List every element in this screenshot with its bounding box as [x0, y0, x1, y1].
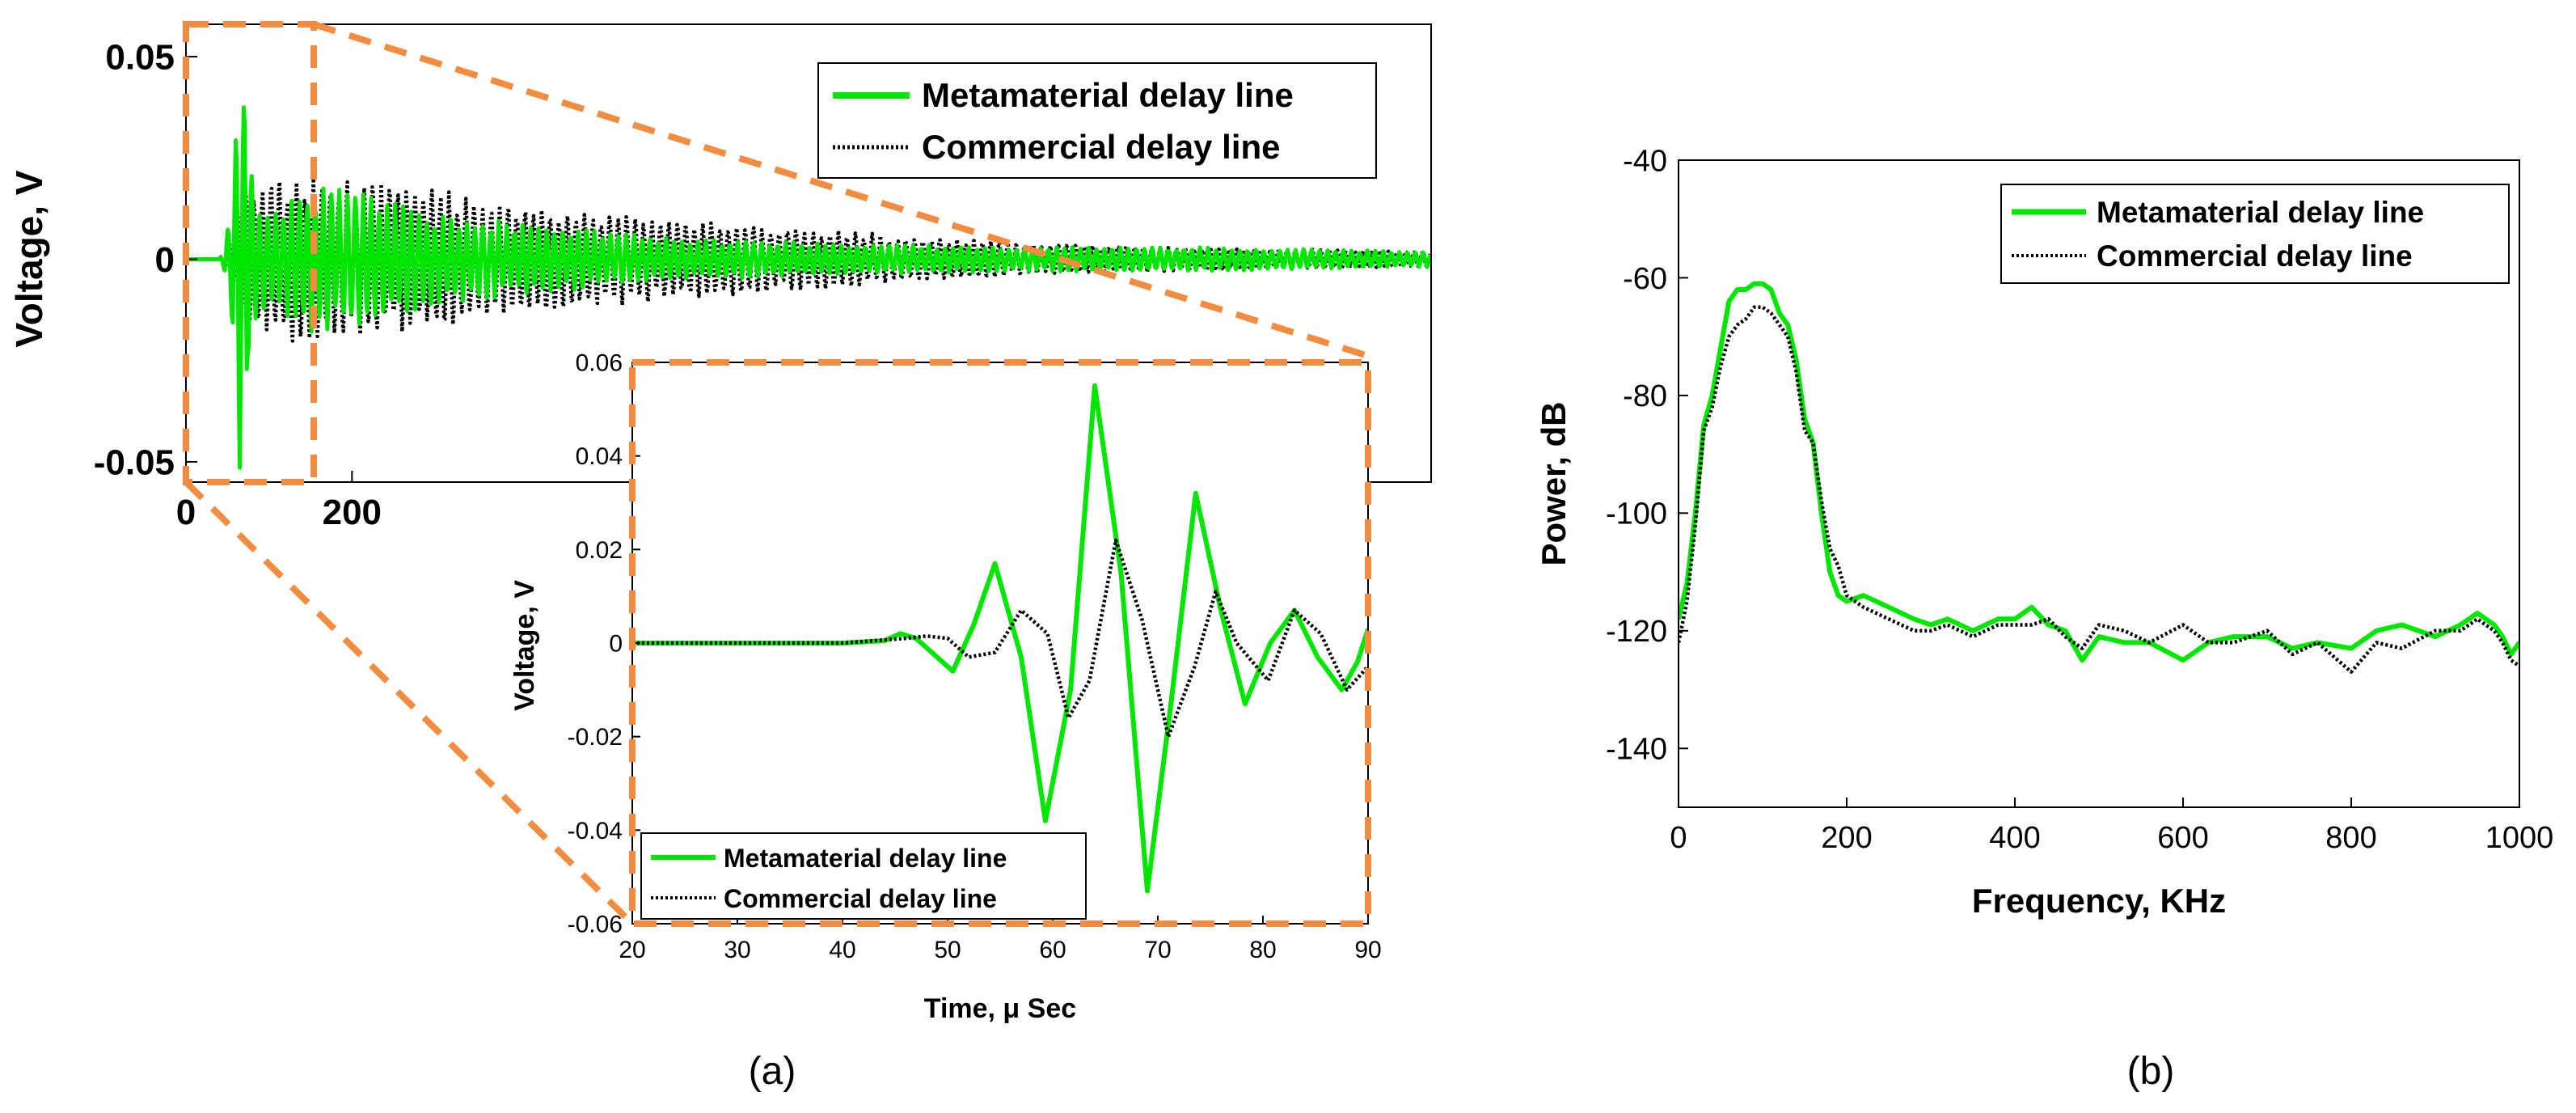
zoom-target-box [629, 359, 1371, 927]
series-commercial-line [632, 538, 1368, 738]
y-tick-label: 0.06 [576, 350, 623, 377]
zoom-indicator [183, 21, 1370, 926]
chart-a-inset-legend: Metamaterial delay line Commercial delay… [640, 832, 1087, 920]
panel-label-b: (b) [2127, 1050, 2175, 1093]
x-tick-label: 40 [829, 937, 855, 963]
x-tick-label: 400 [1989, 821, 2040, 855]
chart-a-inset-ylabel: Voltage, V [509, 580, 540, 711]
x-tick-label: 60 [1039, 937, 1066, 963]
y-tick-label: 0.05 [105, 37, 175, 77]
chart-b-legend: Metamaterial delay line Commercial delay… [2000, 184, 2510, 284]
x-tick-label: 200 [1821, 821, 1872, 855]
y-tick-label: -140 [1606, 733, 1667, 767]
y-tick-label: -80 [1623, 379, 1667, 413]
chart-a-inset: 20 30 40 50 60 70 80 90 -0.06 -0.04 -0.02 0 0.02 0.04… [509, 350, 1382, 1025]
y-tick-label: 0.04 [576, 443, 623, 470]
y-tick-label: 0 [609, 631, 623, 658]
y-tick-label: 0 [155, 240, 175, 280]
y-tick-label: -60 [1623, 262, 1667, 296]
y-tick-label: -0.02 [568, 724, 623, 751]
series-commercial-line [186, 176, 1431, 343]
chart-a-main-legend-comm-label: Commercial delay line [922, 128, 1281, 166]
chart-a-inset-legend-box [640, 832, 1087, 920]
y-tick-label: 0.02 [576, 537, 623, 564]
chart-b-ylabel: Power, dB [1535, 401, 1573, 565]
chart-b-legend-box [2000, 184, 2510, 284]
chart-a-main-ylabel: Voltage, V [8, 170, 50, 347]
x-tick-label: 200 [323, 493, 382, 532]
chart-b-legend-meta-label: Metamaterial delay line [2097, 196, 2424, 229]
x-tick-label: 70 [1144, 937, 1171, 963]
chart-a-main-legend-meta-label: Metamaterial delay line [922, 76, 1294, 114]
y-tick-label: -120 [1606, 615, 1667, 649]
x-tick-label: 0 [1670, 821, 1687, 855]
y-tick-label: -40 [1623, 144, 1667, 178]
chart-a-inset-legend-meta-label: Metamaterial delay line [724, 844, 1007, 873]
y-tick-label: -100 [1606, 497, 1667, 531]
chart-b-axes-box [1678, 159, 2520, 808]
x-tick-label: 600 [2157, 821, 2208, 855]
chart-a-main-legend-box [817, 62, 1377, 179]
x-tick-label: 1000 [2485, 821, 2554, 855]
x-tick-label: 800 [2325, 821, 2376, 855]
series-commercial-line [1679, 305, 2519, 674]
x-tick-label: 80 [1249, 937, 1276, 963]
zoom-source-box [183, 21, 317, 485]
chart-b: 0 200 400 600 800 1000 -140 -120 -100 -80 -60 -40 P… [1535, 144, 2553, 920]
chart-b-legend-comm-label: Commercial delay line [2097, 239, 2413, 273]
x-tick-label: 90 [1354, 937, 1381, 963]
y-tick-label: -0.05 [94, 442, 175, 482]
zoom-line-bottom [184, 480, 635, 926]
chart-a-inset-xlabel: Time, μ Sec [924, 993, 1076, 1024]
chart-b-xlabel: Frequency, KHz [1972, 882, 2226, 920]
x-tick-label: 0 [176, 493, 196, 532]
y-tick-label: -0.04 [568, 818, 623, 844]
x-tick-label: 50 [934, 937, 961, 963]
x-tick-label: 30 [724, 937, 750, 963]
y-tick-label: -0.06 [568, 912, 623, 938]
series-metamaterial-line [186, 105, 1431, 470]
chart-a-main-legend: Metamaterial delay line Commercial delay… [817, 62, 1377, 179]
panel-label-a: (a) [749, 1050, 796, 1093]
series-metamaterial-line [1679, 281, 2519, 663]
x-tick-label: 20 [619, 937, 645, 963]
chart-a-inset-legend-comm-label: Commercial delay line [724, 884, 997, 913]
